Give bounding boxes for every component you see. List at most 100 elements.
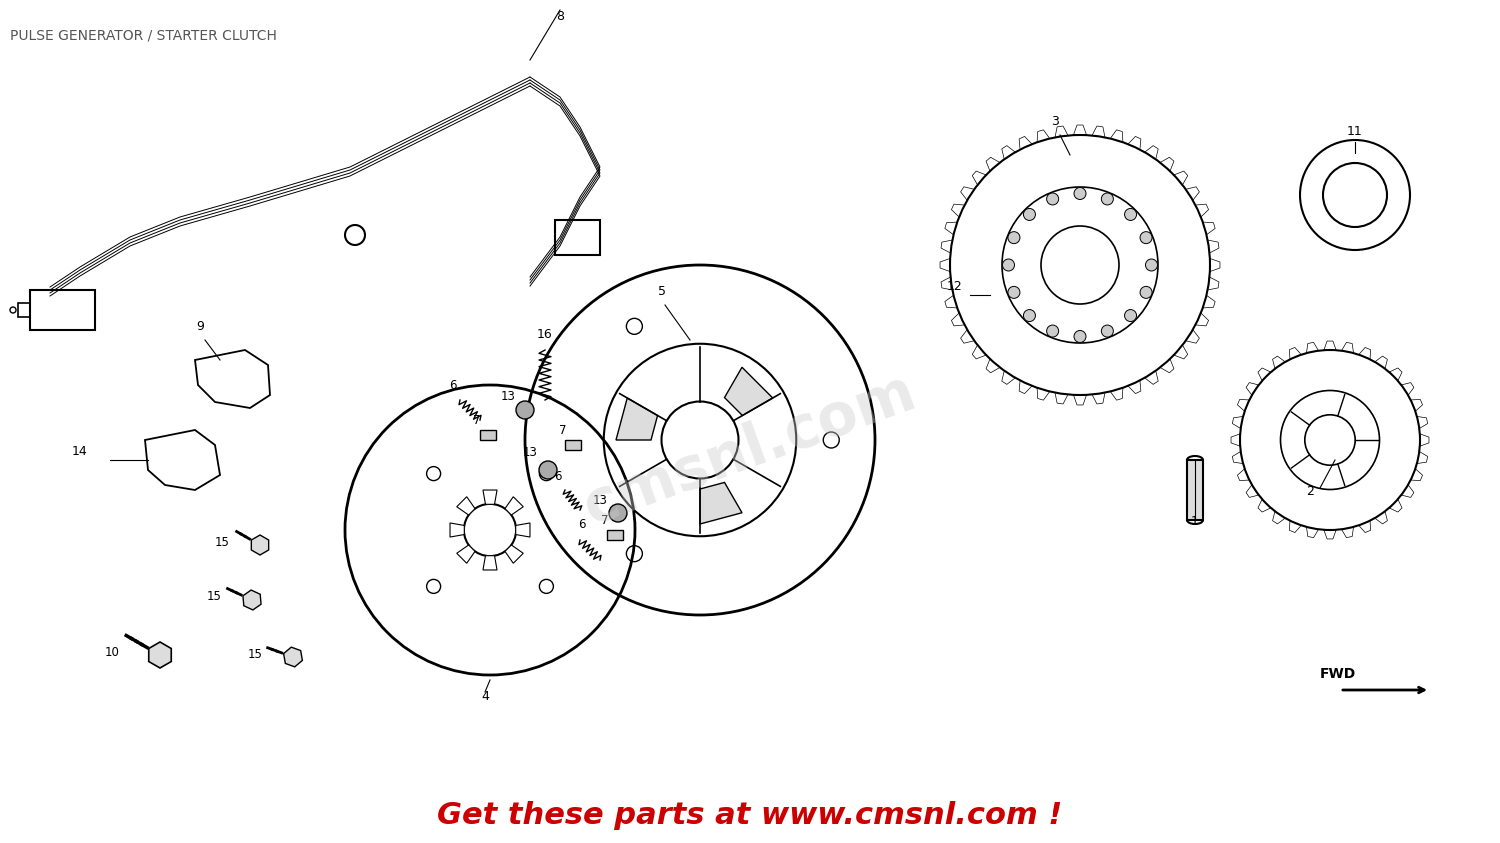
Text: 15: 15 [214, 535, 230, 549]
Polygon shape [1400, 383, 1414, 397]
Polygon shape [1002, 146, 1017, 162]
Polygon shape [566, 440, 580, 450]
Polygon shape [1184, 328, 1200, 343]
Polygon shape [1072, 125, 1088, 137]
Polygon shape [1372, 356, 1388, 371]
Text: 16: 16 [537, 328, 554, 341]
Text: 15: 15 [248, 647, 262, 661]
Polygon shape [724, 368, 772, 416]
Text: 6: 6 [450, 379, 456, 391]
Polygon shape [700, 482, 742, 524]
Text: 12: 12 [946, 280, 963, 293]
Polygon shape [1341, 524, 1354, 538]
Polygon shape [1036, 385, 1052, 400]
Text: 7: 7 [602, 513, 609, 527]
Polygon shape [1019, 137, 1034, 152]
Polygon shape [1108, 130, 1124, 144]
Polygon shape [1002, 368, 1017, 384]
Circle shape [1023, 208, 1035, 220]
Circle shape [950, 135, 1210, 395]
Polygon shape [1358, 518, 1371, 533]
Polygon shape [1172, 171, 1188, 187]
Text: 8: 8 [556, 10, 564, 23]
Polygon shape [945, 294, 960, 308]
Text: 15: 15 [207, 590, 222, 604]
Circle shape [1140, 287, 1152, 298]
Text: 13: 13 [522, 445, 537, 459]
Circle shape [1101, 325, 1113, 337]
Circle shape [1125, 309, 1137, 321]
Polygon shape [480, 430, 496, 440]
Polygon shape [1232, 433, 1242, 447]
Polygon shape [1200, 294, 1215, 308]
Circle shape [609, 504, 627, 522]
Polygon shape [1306, 342, 1320, 355]
Text: 6: 6 [554, 470, 561, 482]
Polygon shape [1418, 433, 1430, 447]
Polygon shape [1414, 416, 1428, 430]
Polygon shape [945, 222, 960, 236]
Circle shape [1008, 232, 1020, 244]
Circle shape [1002, 259, 1014, 271]
Circle shape [1140, 232, 1152, 244]
Polygon shape [608, 530, 622, 540]
Polygon shape [1206, 239, 1219, 254]
Text: 11: 11 [1347, 125, 1364, 138]
Polygon shape [986, 158, 1002, 173]
Polygon shape [1233, 416, 1245, 430]
Polygon shape [1143, 368, 1158, 384]
Polygon shape [1408, 400, 1422, 413]
Text: 6: 6 [578, 518, 585, 530]
Polygon shape [1200, 222, 1215, 236]
Polygon shape [940, 239, 954, 254]
Polygon shape [1019, 379, 1034, 394]
Polygon shape [1054, 126, 1070, 140]
Polygon shape [284, 647, 303, 667]
Polygon shape [1158, 357, 1174, 373]
Polygon shape [1238, 400, 1251, 413]
Polygon shape [1192, 311, 1209, 326]
Polygon shape [951, 204, 968, 218]
Polygon shape [506, 497, 524, 515]
Circle shape [1146, 259, 1158, 271]
Polygon shape [1358, 347, 1371, 362]
Text: 2: 2 [1306, 485, 1314, 498]
Polygon shape [1323, 341, 1336, 352]
Circle shape [1101, 193, 1113, 205]
Polygon shape [1341, 342, 1354, 355]
Polygon shape [960, 187, 976, 202]
Text: 13: 13 [592, 493, 608, 507]
Polygon shape [1272, 356, 1287, 371]
Text: Get these parts at www.cmsnl.com !: Get these parts at www.cmsnl.com ! [438, 801, 1062, 830]
Polygon shape [456, 545, 476, 563]
Circle shape [1074, 330, 1086, 342]
Polygon shape [951, 311, 968, 326]
Polygon shape [972, 171, 988, 187]
Polygon shape [1192, 204, 1209, 218]
Polygon shape [616, 398, 657, 440]
Text: 4: 4 [482, 690, 489, 703]
Polygon shape [1036, 130, 1052, 144]
Polygon shape [456, 497, 476, 515]
Polygon shape [1054, 390, 1070, 404]
Polygon shape [1090, 390, 1106, 404]
Polygon shape [1246, 483, 1262, 497]
Polygon shape [1290, 347, 1304, 362]
Polygon shape [1238, 467, 1251, 481]
Polygon shape [1206, 276, 1219, 291]
Text: 7: 7 [560, 423, 567, 437]
Circle shape [1047, 325, 1059, 337]
Polygon shape [516, 523, 530, 537]
Text: 9: 9 [196, 320, 204, 333]
Text: 3: 3 [1052, 115, 1059, 128]
Polygon shape [243, 590, 261, 610]
Polygon shape [483, 490, 496, 504]
Circle shape [516, 401, 534, 419]
Polygon shape [1158, 158, 1174, 173]
Polygon shape [1186, 460, 1203, 520]
Polygon shape [1323, 528, 1336, 539]
Polygon shape [1272, 509, 1287, 524]
Polygon shape [1126, 137, 1142, 152]
Polygon shape [1258, 368, 1274, 383]
Polygon shape [483, 556, 496, 570]
